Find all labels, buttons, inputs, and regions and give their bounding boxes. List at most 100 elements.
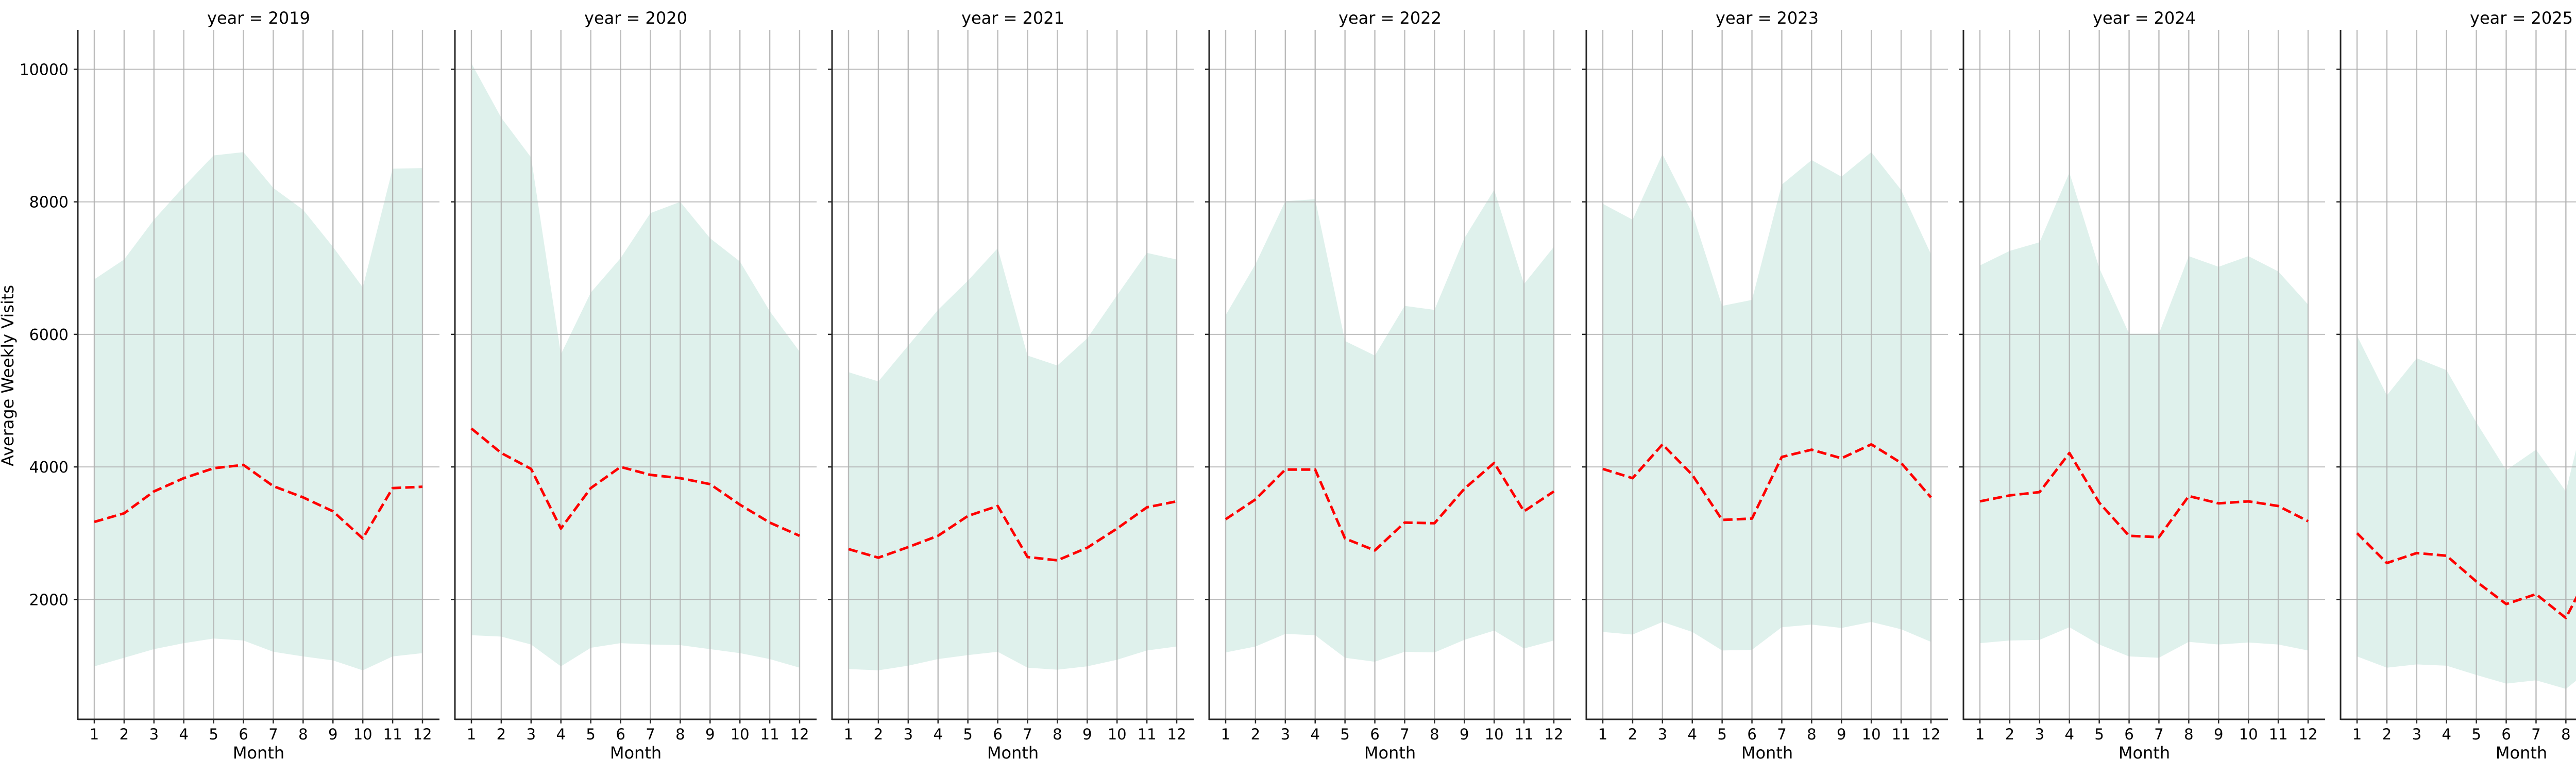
x-tick-label: 8: [298, 726, 308, 743]
x-tick-label: 8: [1430, 726, 1439, 743]
x-axis-label: Month: [1741, 743, 1793, 763]
x-tick-label: 5: [1340, 726, 1349, 743]
x-tick-label: 3: [2412, 726, 2421, 743]
x-axis-label: Month: [2496, 743, 2547, 763]
x-tick-label: 4: [2442, 726, 2451, 743]
median-line: [1225, 461, 1555, 552]
x-tick-label: 2: [874, 726, 883, 743]
x-tick-label: 7: [1777, 726, 1786, 743]
panel-title: year = 2024: [2093, 8, 2196, 28]
x-tick-label: 7: [2531, 726, 2540, 743]
x-tick-label: 5: [963, 726, 972, 743]
x-tick-label: 8: [675, 726, 685, 743]
x-tick-label: 6: [993, 726, 1002, 743]
x-tick-label: 3: [1658, 726, 1667, 743]
panel-title: year = 2023: [1716, 8, 1819, 28]
x-tick-label: 8: [1807, 726, 1816, 743]
x-tick-label: 9: [705, 726, 715, 743]
x-tick-label: 7: [1400, 726, 1409, 743]
x-tick-label: 2: [2005, 726, 2014, 743]
x-tick-label: 9: [2214, 726, 2223, 743]
x-tick-label: 11: [1515, 726, 1534, 743]
x-tick-label: 5: [2471, 726, 2481, 743]
y-tick-label: 8000: [29, 194, 69, 212]
panel-title: year = 2021: [961, 8, 1064, 28]
x-tick-label: 10: [1485, 726, 1504, 743]
x-tick-label: 3: [527, 726, 536, 743]
x-axis-label: Month: [2119, 743, 2170, 763]
percentile-band: [2357, 335, 2576, 689]
x-tick-label: 4: [2065, 726, 2074, 743]
x-tick-label: 8: [2561, 726, 2570, 743]
x-axis-label: Month: [233, 743, 284, 763]
x-tick-label: 4: [934, 726, 943, 743]
x-tick-label: 4: [1688, 726, 1697, 743]
percentile-band: [849, 248, 1177, 670]
x-tick-label: 3: [2035, 726, 2044, 743]
x-tick-label: 4: [179, 726, 189, 743]
median-line: [2356, 532, 2576, 619]
x-tick-label: 11: [2269, 726, 2288, 743]
x-tick-label: 10: [1862, 726, 1881, 743]
percentile-band: [1980, 173, 2308, 658]
x-tick-label: 11: [1892, 726, 1911, 743]
x-tick-label: 6: [1747, 726, 1756, 743]
x-tick-label: 7: [268, 726, 278, 743]
x-tick-label: 6: [616, 726, 625, 743]
x-tick-label: 9: [1460, 726, 1469, 743]
percentile-band: [94, 152, 422, 670]
x-tick-label: 12: [2299, 726, 2318, 743]
x-tick-label: 5: [586, 726, 595, 743]
x-tick-label: 2: [497, 726, 506, 743]
x-tick-label: 6: [2124, 726, 2133, 743]
x-axis-label: Month: [610, 743, 662, 763]
median-line: [848, 500, 1177, 562]
x-tick-label: 9: [1837, 726, 1846, 743]
x-tick-label: 12: [413, 726, 432, 743]
x-tick-label: 6: [1370, 726, 1379, 743]
x-tick-label: 3: [149, 726, 159, 743]
x-tick-label: 2: [2382, 726, 2392, 743]
x-tick-label: 1: [2352, 726, 2362, 743]
median-line: [94, 463, 423, 540]
x-tick-label: 1: [1975, 726, 1985, 743]
median-line: [1602, 443, 1932, 521]
x-tick-label: 10: [731, 726, 750, 743]
x-tick-label: 5: [2094, 726, 2104, 743]
x-tick-label: 7: [2154, 726, 2163, 743]
x-tick-label: 11: [760, 726, 779, 743]
x-tick-label: 2: [1628, 726, 1637, 743]
x-tick-label: 1: [844, 726, 853, 743]
panel-title: year = 2020: [584, 8, 687, 28]
x-tick-label: 3: [1281, 726, 1290, 743]
panel-title: year = 2022: [1338, 8, 1442, 28]
x-tick-label: 1: [90, 726, 99, 743]
x-axis-label: Month: [1364, 743, 1416, 763]
x-tick-label: 9: [328, 726, 337, 743]
x-tick-label: 2: [120, 726, 129, 743]
percentile-band: [1226, 190, 1554, 662]
y-tick-label: 6000: [29, 326, 69, 344]
x-tick-label: 10: [2239, 726, 2258, 743]
percentile-band: [1603, 152, 1931, 651]
x-tick-label: 1: [1221, 726, 1230, 743]
panel-title: year = 2019: [207, 8, 310, 28]
x-tick-label: 9: [1082, 726, 1092, 743]
x-tick-label: 4: [1311, 726, 1320, 743]
x-tick-label: 2: [1251, 726, 1260, 743]
x-tick-label: 6: [2501, 726, 2511, 743]
x-tick-label: 10: [1108, 726, 1127, 743]
y-axis-label: Average Weekly Visits: [0, 285, 18, 466]
x-tick-label: 4: [556, 726, 566, 743]
y-tick-label: 2000: [29, 591, 69, 609]
x-tick-label: 5: [209, 726, 218, 743]
